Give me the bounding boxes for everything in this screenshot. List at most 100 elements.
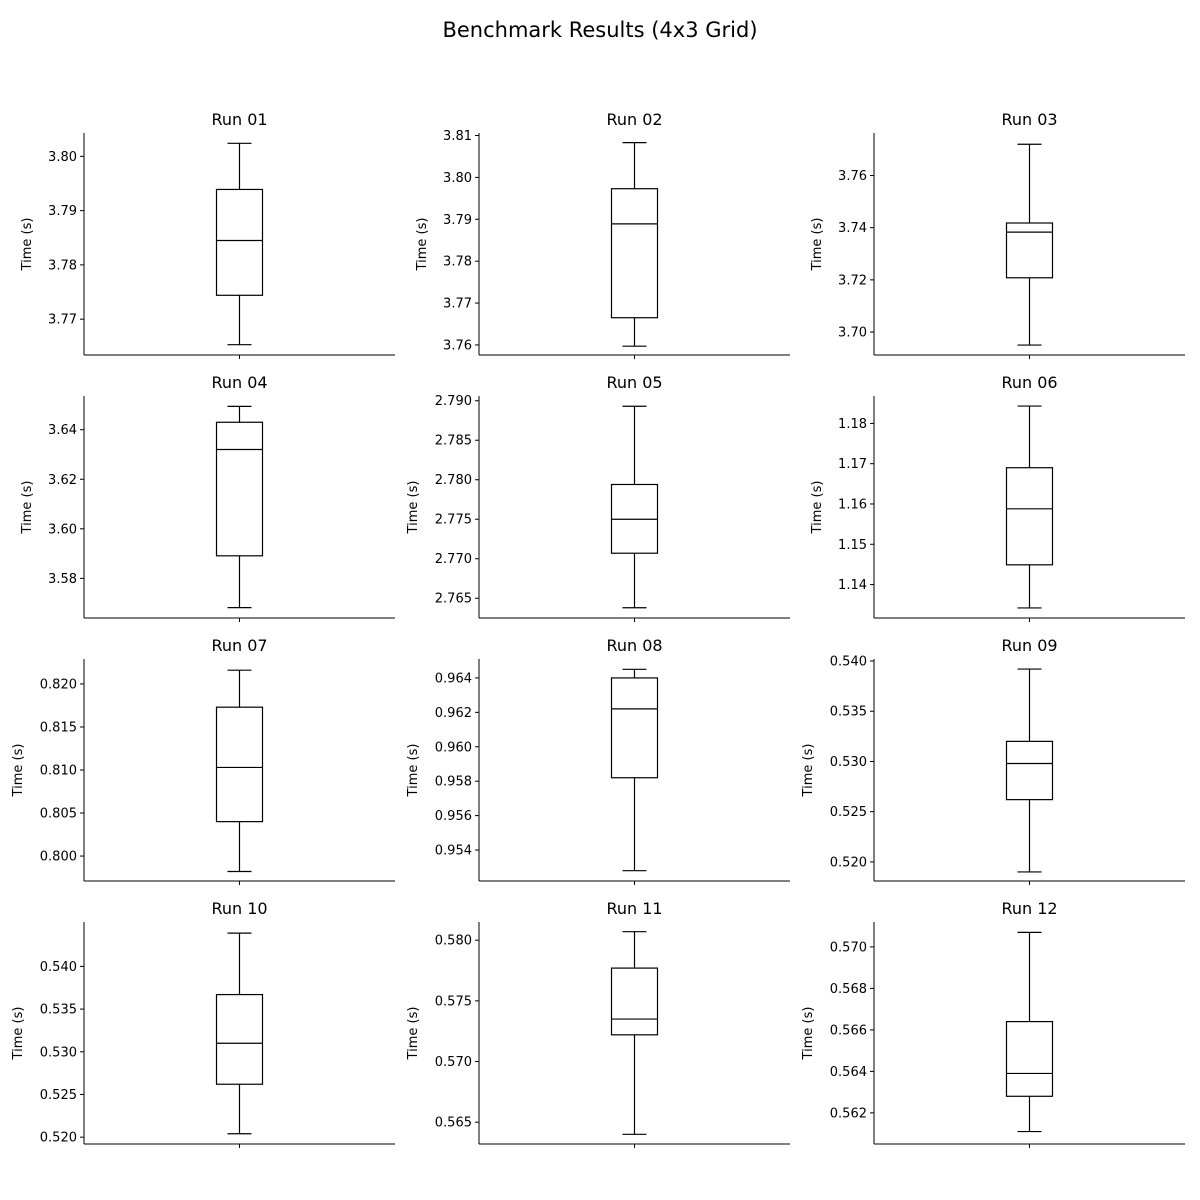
subplot-09: Run 09 0.520 0.525 0.530 0.535 0.540 Time (s) [801,636,1185,885]
y-tick-label: 0.810 [40,764,77,779]
subplot-03: Run 03 3.70 3.72 3.74 3.76 Time (s) [810,110,1185,359]
iqr-box [215,706,264,823]
subplot-title: Run 10 [211,899,267,918]
iqr-box [215,993,264,1085]
y-tick-label: 3.74 [838,221,867,236]
y-tick-label: 0.570 [435,1055,472,1070]
y-axis-label: Time (s) [415,218,430,272]
subplot-01: Run 01 3.77 3.78 3.79 3.80 Time (s) [20,110,395,359]
y-tick-label: 3.78 [48,258,77,273]
y-axis-label: Time (s) [810,481,825,535]
y-tick-label: 2.790 [435,394,472,409]
subplot-title: Run 06 [1001,373,1057,392]
y-tick-label: 3.62 [48,473,77,488]
subplot-08: Run 08 0.954 0.956 0.958 0.960 0.962 0.964 Time… [406,636,790,885]
y-axis-label: Time (s) [801,1007,816,1061]
y-tick-label: 2.785 [435,434,472,449]
y-tick-label: 0.958 [435,775,472,790]
subplot-title: Run 01 [211,110,267,129]
y-tick-label: 0.525 [830,805,867,820]
subplot-04: Run 04 3.58 3.60 3.62 3.64 Time (s) [20,373,395,622]
y-tick-label: 1.18 [838,417,867,432]
subplot-02: Run 02 3.76 3.77 3.78 3.79 3.80 3.81 Time (s) [415,110,790,359]
iqr-box [610,188,659,319]
y-tick-label: 0.520 [830,855,867,870]
y-tick-label: 0.564 [830,1065,867,1080]
y-tick-label: 0.535 [830,705,867,720]
y-axis-label: Time (s) [810,218,825,272]
y-tick-label: 1.16 [838,497,867,512]
subplot-title: Run 04 [211,373,267,392]
subplot-11: Run 11 0.565 0.570 0.575 0.580 Time (s) [406,899,790,1148]
y-tick-label: 2.775 [435,513,472,528]
y-tick-label: 0.535 [40,1003,77,1018]
y-tick-label: 0.568 [830,982,867,997]
y-tick-label: 0.570 [830,940,867,955]
subplot-title: Run 03 [1001,110,1057,129]
y-axis-label: Time (s) [406,1007,421,1061]
y-axis-label: Time (s) [11,744,26,798]
y-tick-label: 0.530 [40,1045,77,1060]
subplot-title: Run 12 [1001,899,1057,918]
y-tick-label: 0.964 [435,671,472,686]
y-tick-label: 0.540 [40,960,77,975]
subplot-07: Run 07 0.800 0.805 0.810 0.815 0.820 Time (s) [11,636,395,885]
subplot-title: Run 11 [606,899,662,918]
y-tick-label: 2.765 [435,592,472,607]
y-tick-label: 3.64 [48,423,77,438]
y-tick-label: 0.805 [40,807,77,822]
y-tick-label: 0.962 [435,706,472,721]
y-tick-label: 0.562 [830,1106,867,1121]
y-tick-label: 3.79 [443,213,472,228]
y-tick-label: 0.566 [830,1023,867,1038]
iqr-box [215,421,264,557]
y-tick-label: 2.780 [435,473,472,488]
y-tick-label: 0.820 [40,677,77,692]
y-tick-label: 0.575 [435,994,472,1009]
y-tick-label: 3.78 [443,255,472,270]
y-tick-label: 1.15 [838,538,867,553]
figure-title: Benchmark Results (4x3 Grid) [442,18,758,42]
y-tick-label: 0.530 [830,755,867,770]
subplot-title: Run 08 [606,636,662,655]
y-tick-label: 3.60 [48,522,77,537]
iqr-box [610,967,659,1036]
y-tick-label: 3.81 [443,129,472,144]
y-tick-label: 0.956 [435,809,472,824]
y-tick-label: 1.17 [838,457,867,472]
y-tick-label: 0.800 [40,850,77,865]
y-tick-label: 3.72 [838,273,867,288]
y-tick-label: 0.520 [40,1131,77,1146]
y-axis-label: Time (s) [406,744,421,798]
y-tick-label: 3.80 [443,171,472,186]
y-tick-label: 3.79 [48,204,77,219]
subplot-title: Run 07 [211,636,267,655]
iqr-box [1005,222,1054,279]
subplot-05: Run 05 2.765 2.770 2.775 2.780 2.785 2.790 Time… [406,373,790,622]
subplot-06: Run 06 1.14 1.15 1.16 1.17 1.18 Time (s) [810,373,1185,622]
y-tick-label: 3.76 [443,338,472,353]
y-tick-label: 2.770 [435,552,472,567]
y-tick-label: 1.14 [838,578,867,593]
iqr-box [1005,467,1054,566]
y-tick-label: 0.960 [435,740,472,755]
y-tick-label: 3.77 [443,297,472,312]
y-tick-label: 0.815 [40,720,77,735]
y-tick-label: 3.80 [48,150,77,165]
y-tick-label: 0.580 [435,934,472,949]
y-tick-label: 3.76 [838,169,867,184]
y-tick-label: 0.540 [830,655,867,670]
iqr-box [1005,740,1054,801]
subplot-12: Run 12 0.562 0.564 0.566 0.568 0.570 Time (s) [801,899,1185,1148]
y-axis-label: Time (s) [801,744,816,798]
y-tick-label: 0.525 [40,1088,77,1103]
iqr-box [610,677,659,779]
y-tick-label: 3.58 [48,572,77,587]
y-tick-label: 3.70 [838,326,867,341]
subplot-title: Run 05 [606,373,662,392]
y-axis-label: Time (s) [20,218,35,272]
y-axis-label: Time (s) [406,481,421,535]
iqr-box [1005,1020,1054,1097]
subplot-10: Run 10 0.520 0.525 0.530 0.535 0.540 Time (s) [11,899,395,1148]
